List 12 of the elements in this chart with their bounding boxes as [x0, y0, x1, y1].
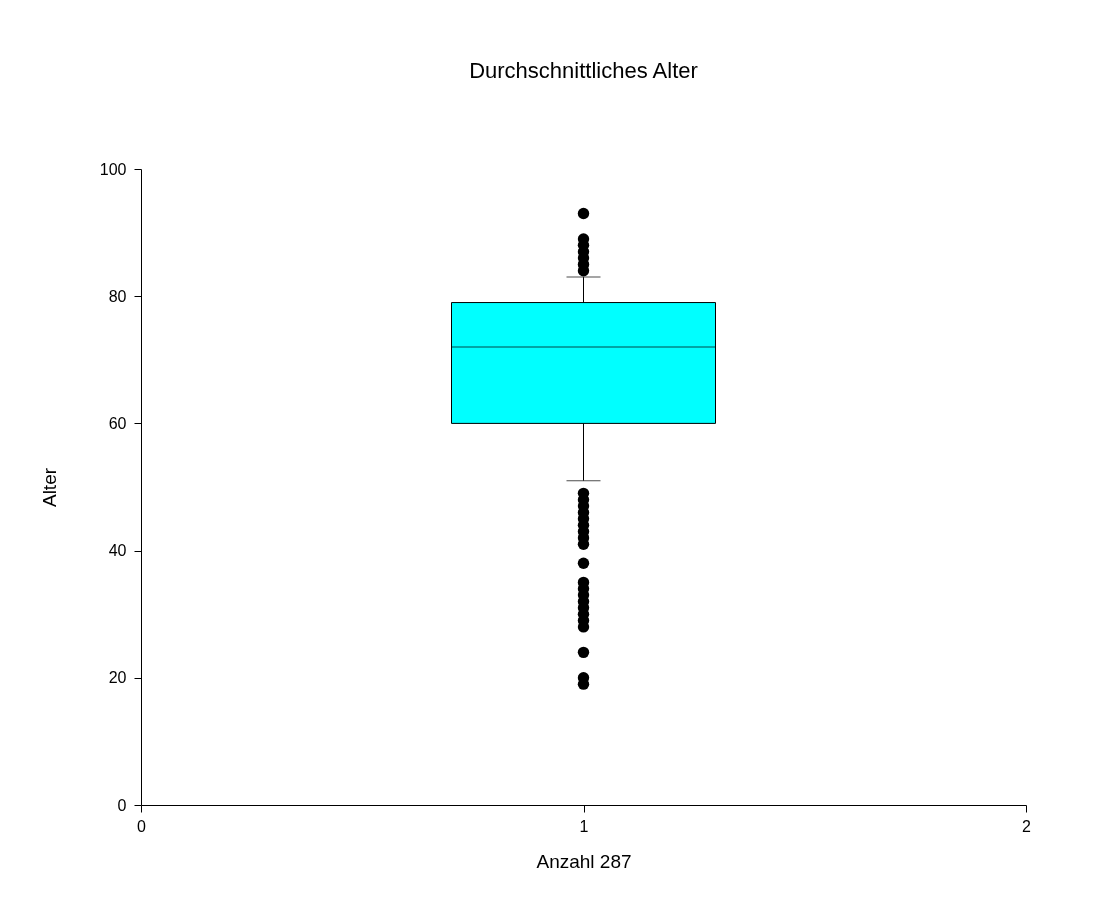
y-tick-label: 0	[117, 796, 127, 814]
y-tick-label: 20	[108, 669, 127, 687]
y-tick-label: 40	[108, 542, 127, 560]
y-tick-label: 80	[108, 287, 127, 305]
x-tick-label: 2	[1022, 817, 1032, 835]
x-tick-label: 1	[579, 817, 589, 835]
x-axis-title: Anzahl 287	[536, 850, 632, 872]
y-axis-title: Alter	[38, 467, 60, 508]
chart-title: Durchschnittliches Alter	[469, 58, 698, 83]
y-tick-label: 60	[108, 414, 127, 432]
x-tick-label: 0	[137, 817, 147, 835]
y-tick-label: 100	[99, 160, 127, 178]
